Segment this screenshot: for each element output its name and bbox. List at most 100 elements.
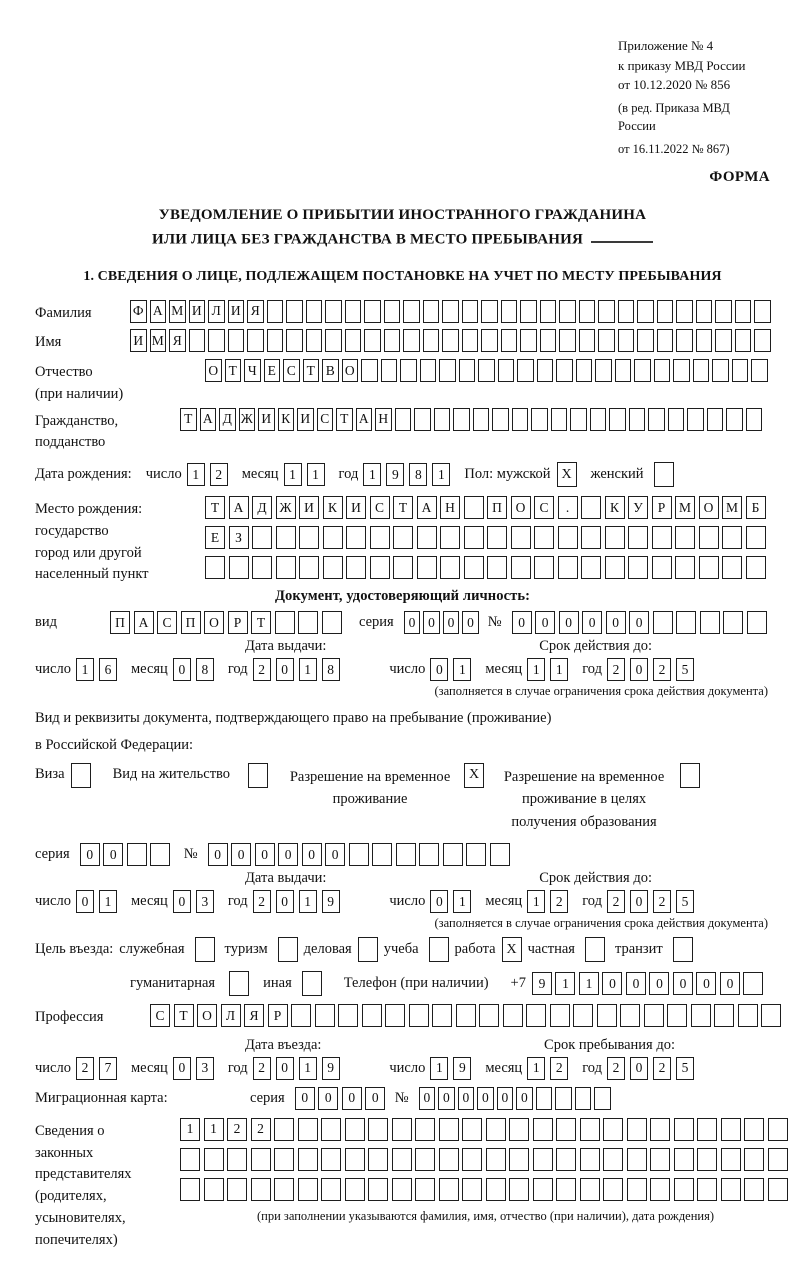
char-cell[interactable]: 8	[321, 658, 340, 681]
char-cell[interactable]: 1	[75, 658, 94, 681]
char-cell[interactable]	[462, 1147, 482, 1171]
char-cell[interactable]: 5	[676, 1056, 694, 1080]
char-cell[interactable]: Р	[267, 1004, 288, 1028]
char-cell[interactable]: А	[149, 299, 166, 323]
char-cell[interactable]: 5	[676, 890, 694, 914]
char-cell[interactable]: 0	[325, 843, 346, 867]
char-cell[interactable]: 1	[432, 463, 451, 486]
char-cell[interactable]	[478, 359, 495, 382]
sex-male-checkbox[interactable]: X	[556, 462, 577, 487]
char-cell[interactable]: 0	[341, 1086, 362, 1110]
char-cell[interactable]	[344, 329, 361, 353]
char-cell[interactable]	[556, 1147, 576, 1171]
char-cell[interactable]	[385, 1004, 405, 1028]
char-cell[interactable]	[228, 556, 249, 579]
char-cell[interactable]	[510, 556, 531, 579]
char-cell[interactable]: 2	[607, 890, 625, 914]
char-cell[interactable]: 0	[254, 843, 275, 867]
char-cell[interactable]: 1	[555, 972, 576, 996]
char-cell[interactable]: 1	[527, 1056, 546, 1080]
char-cell[interactable]: 0	[582, 611, 603, 634]
char-cell[interactable]	[492, 407, 509, 431]
char-cell[interactable]	[697, 1117, 717, 1141]
char-cell[interactable]	[667, 1004, 687, 1028]
char-cell[interactable]	[581, 526, 601, 549]
char-cell[interactable]: А	[133, 611, 154, 634]
char-cell[interactable]	[368, 1117, 388, 1141]
char-cell[interactable]	[442, 329, 459, 353]
char-cell[interactable]	[737, 1004, 758, 1028]
char-cell[interactable]	[574, 1086, 592, 1110]
purpose-tourism-checkbox[interactable]	[277, 937, 298, 963]
char-cell[interactable]	[734, 329, 751, 353]
char-cell[interactable]	[754, 329, 771, 353]
char-cell[interactable]: 0	[442, 611, 460, 634]
char-cell[interactable]: Л	[208, 299, 225, 323]
char-cell[interactable]	[617, 299, 634, 323]
char-cell[interactable]: 9	[453, 1056, 472, 1080]
char-cell[interactable]: 1	[453, 658, 472, 681]
char-cell[interactable]	[463, 496, 484, 519]
char-cell[interactable]: Е	[205, 526, 225, 549]
char-cell[interactable]	[722, 556, 742, 579]
char-cell[interactable]	[438, 1177, 459, 1201]
char-cell[interactable]	[266, 299, 283, 323]
char-cell[interactable]	[720, 1147, 741, 1171]
char-cell[interactable]	[442, 843, 463, 867]
char-cell[interactable]: Т	[393, 496, 413, 519]
char-cell[interactable]	[126, 843, 147, 867]
char-cell[interactable]: 0	[630, 1056, 648, 1080]
char-cell[interactable]: 0	[418, 1086, 436, 1110]
char-cell[interactable]	[391, 1147, 412, 1171]
char-cell[interactable]: С	[157, 611, 177, 634]
char-cell[interactable]	[321, 611, 342, 634]
char-cell[interactable]	[461, 329, 478, 353]
char-cell[interactable]	[532, 1147, 553, 1171]
char-cell[interactable]: Н	[375, 407, 392, 431]
char-cell[interactable]: 0	[629, 611, 650, 634]
char-cell[interactable]: М	[675, 496, 695, 519]
char-cell[interactable]	[556, 1117, 576, 1141]
char-cell[interactable]: Н	[440, 496, 460, 519]
char-cell[interactable]: 5	[676, 658, 694, 681]
char-cell[interactable]	[720, 1117, 741, 1141]
char-cell[interactable]	[526, 1004, 546, 1028]
char-cell[interactable]: Ф	[130, 299, 147, 323]
char-cell[interactable]: Р	[227, 611, 248, 634]
char-cell[interactable]	[745, 556, 766, 579]
char-cell[interactable]	[614, 359, 631, 382]
char-cell[interactable]: А	[228, 496, 249, 519]
char-cell[interactable]: 1	[550, 658, 569, 681]
char-cell[interactable]	[369, 526, 390, 549]
char-cell[interactable]	[723, 611, 744, 634]
char-cell[interactable]	[321, 1117, 341, 1141]
char-cell[interactable]	[497, 359, 514, 382]
char-cell[interactable]	[517, 359, 534, 382]
char-cell[interactable]	[453, 407, 470, 431]
char-cell[interactable]	[485, 1117, 506, 1141]
char-cell[interactable]: 1	[527, 890, 546, 914]
char-cell[interactable]: 1	[283, 463, 302, 486]
char-cell[interactable]	[656, 299, 673, 323]
char-cell[interactable]: 2	[607, 658, 625, 681]
char-cell[interactable]: 1	[298, 1056, 317, 1080]
char-cell[interactable]	[581, 556, 601, 579]
char-cell[interactable]	[442, 299, 459, 323]
char-cell[interactable]	[609, 407, 626, 431]
char-cell[interactable]	[188, 329, 205, 353]
char-cell[interactable]	[344, 1147, 365, 1171]
char-cell[interactable]	[479, 1004, 499, 1028]
char-cell[interactable]	[203, 1177, 224, 1201]
char-cell[interactable]	[698, 556, 719, 579]
char-cell[interactable]	[419, 843, 440, 867]
char-cell[interactable]	[620, 1004, 640, 1028]
char-cell[interactable]	[422, 329, 439, 353]
char-cell[interactable]	[322, 526, 343, 549]
char-cell[interactable]: 0	[172, 1056, 191, 1080]
char-cell[interactable]: С	[150, 1004, 170, 1028]
